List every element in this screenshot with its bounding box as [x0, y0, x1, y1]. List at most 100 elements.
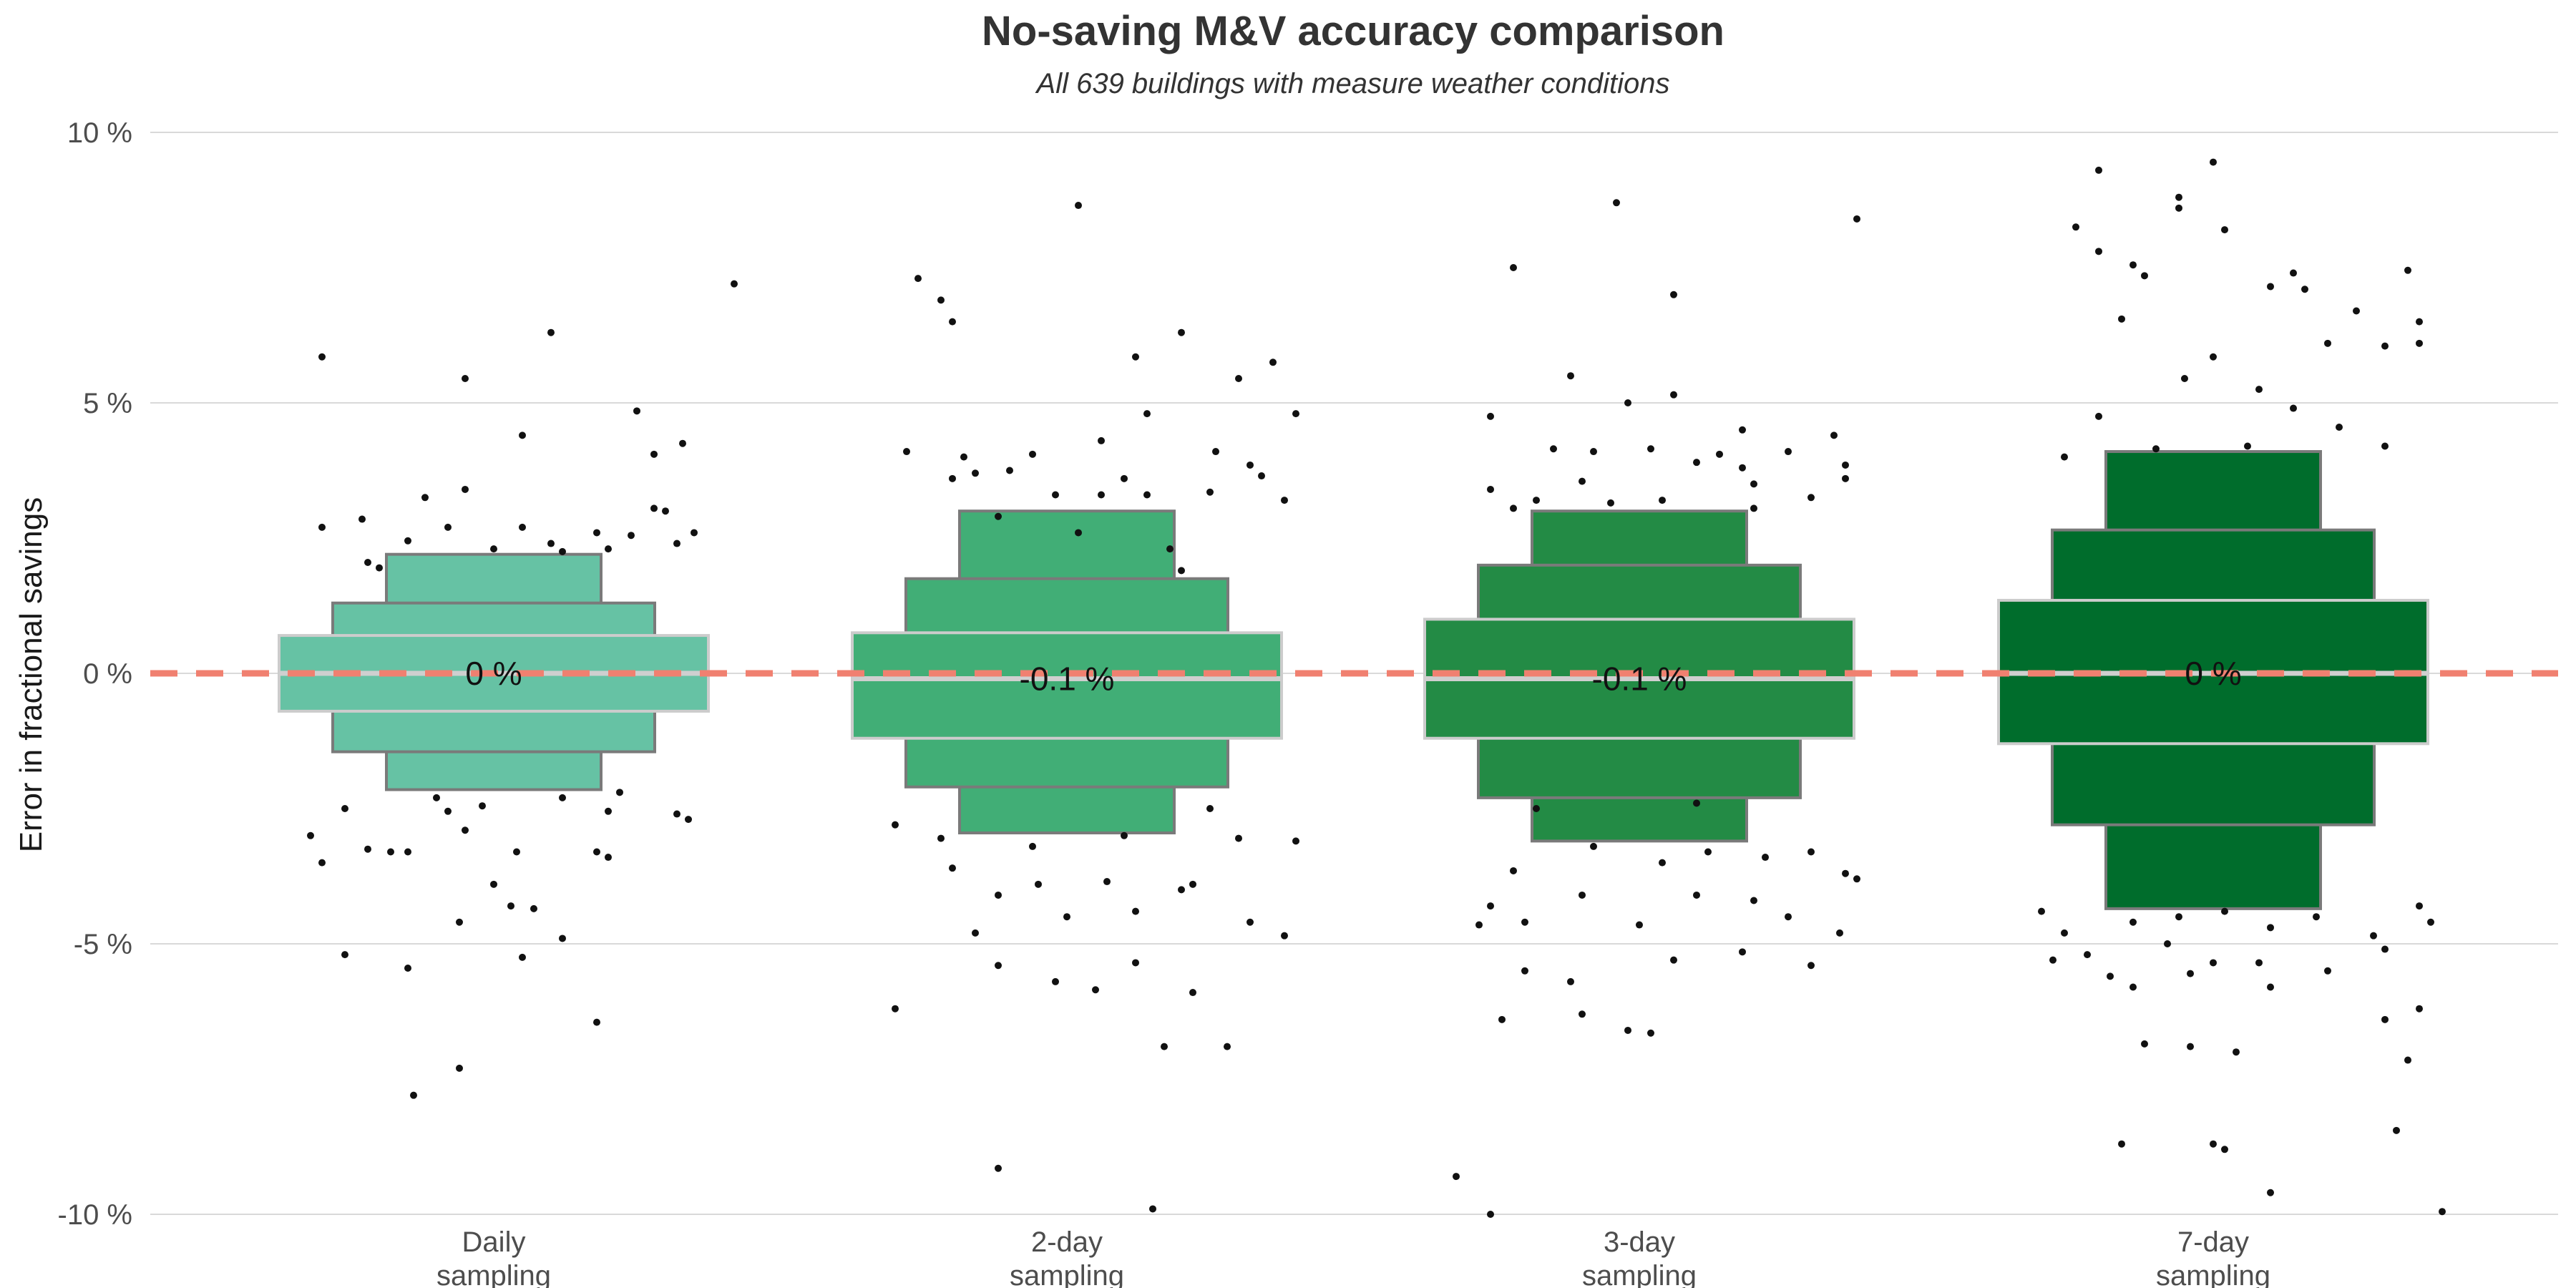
outlier-point — [1498, 1015, 1506, 1023]
outlier-point — [2221, 907, 2228, 915]
outlier-point — [1035, 880, 1042, 888]
outlier-point — [2267, 983, 2274, 991]
outlier-point — [462, 826, 469, 834]
outlier-point — [2175, 913, 2182, 921]
outlier-point — [2210, 353, 2217, 361]
outlier-point — [2181, 374, 2188, 382]
outlier-point — [1647, 1029, 1654, 1037]
outlier-point — [1510, 867, 1517, 874]
outlier-point — [559, 794, 566, 801]
outlier-point — [1739, 464, 1746, 472]
outlier-point — [1579, 891, 1586, 899]
outlier-point — [2164, 940, 2171, 947]
outlier-point — [2290, 404, 2297, 412]
letter-value-box — [851, 631, 1283, 740]
outlier-point — [1121, 474, 1128, 482]
outlier-point — [1063, 913, 1070, 921]
outlier-point — [547, 328, 555, 336]
outlier-point — [490, 545, 497, 553]
outlier-point — [421, 494, 429, 502]
median-label: 0 % — [465, 655, 522, 692]
outlier-point — [972, 929, 979, 937]
outlier-point — [376, 564, 383, 572]
outlier-point — [341, 805, 348, 812]
outlier-point — [2175, 204, 2182, 212]
outlier-point — [1281, 497, 1288, 504]
outlier-point — [628, 532, 635, 540]
outlier-point — [2416, 318, 2423, 326]
outlier-point — [547, 540, 555, 547]
outlier-point — [673, 810, 680, 818]
outlier-point — [2416, 339, 2423, 347]
outlier-point — [1716, 450, 1723, 458]
outlier-point — [1098, 491, 1105, 499]
outlier-point — [2393, 1126, 2400, 1134]
outlier-point — [1189, 989, 1196, 997]
outlier-point — [1487, 1211, 1494, 1218]
outlier-point — [1166, 545, 1174, 553]
outlier-point — [1143, 410, 1151, 418]
outlier-point — [633, 407, 640, 415]
outlier-point — [1659, 859, 1666, 867]
outlier-point — [1624, 399, 1631, 406]
outlier-point — [2107, 972, 2114, 980]
outlier-point — [1475, 921, 1483, 929]
outlier-point — [937, 834, 945, 842]
outlier-point — [1149, 1205, 1156, 1213]
outlier-point — [507, 902, 514, 910]
outlier-point — [1052, 491, 1059, 499]
outlier-point — [1624, 1026, 1631, 1034]
outlier-point — [404, 965, 411, 972]
outlier-point — [1842, 869, 1849, 877]
outlier-point — [2381, 442, 2389, 450]
outlier-point — [2427, 918, 2434, 926]
outlier-point — [433, 794, 440, 801]
outlier-point — [2301, 286, 2308, 293]
outlier-point — [2129, 918, 2137, 926]
outlier-point — [358, 515, 366, 523]
outlier-point — [387, 848, 394, 856]
outlier-point — [2381, 342, 2389, 350]
outlier-point — [2416, 1005, 2423, 1013]
outlier-point — [1693, 799, 1700, 807]
outlier-point — [2129, 983, 2137, 991]
outlier-point — [995, 962, 1002, 970]
outlier-point — [559, 547, 566, 555]
outlier-point — [1750, 504, 1757, 512]
median-label-layer: 0 % -0.1 % -0.1 % 0 % — [465, 655, 2241, 698]
outlier-point — [444, 523, 452, 531]
outlier-point — [685, 816, 692, 824]
outlier-point — [2324, 967, 2331, 975]
outlier-point — [519, 523, 526, 531]
outlier-point — [2152, 445, 2160, 453]
outlier-point — [404, 537, 411, 545]
outlier-point — [1807, 494, 1815, 502]
outlier-point — [1750, 897, 1757, 904]
outlier-point — [593, 1018, 600, 1026]
outlier-point — [949, 474, 956, 482]
outlier-point — [2370, 932, 2377, 940]
outlier-point — [1785, 913, 1792, 921]
outlier-point — [1246, 918, 1254, 926]
outlier-point — [1269, 358, 1277, 366]
outlier-point — [1103, 878, 1111, 886]
outlier-point — [2141, 1040, 2148, 1048]
outlier-point — [1613, 199, 1620, 207]
outlier-point — [1579, 1010, 1586, 1018]
outlier-point — [318, 353, 326, 361]
outlier-point — [903, 448, 910, 456]
outlier-point — [2095, 248, 2102, 255]
outlier-point — [530, 904, 537, 912]
outlier-point — [1704, 848, 1712, 856]
outlier-point — [1132, 353, 1139, 361]
outlier-point — [1189, 880, 1196, 888]
outlier-point — [2084, 951, 2091, 959]
outlier-point — [1224, 1043, 1231, 1050]
outlier-point — [1092, 986, 1099, 994]
outlier-point — [1075, 529, 1082, 537]
outlier-point — [2095, 166, 2102, 174]
outlier-point — [2267, 924, 2274, 932]
outlier-point — [519, 431, 526, 439]
outlier-point — [456, 918, 463, 926]
outlier-point — [1510, 264, 1517, 271]
